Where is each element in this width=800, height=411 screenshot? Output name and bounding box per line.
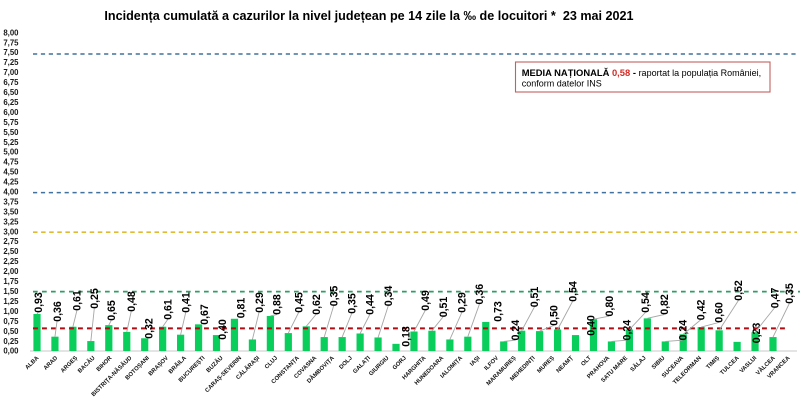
- svg-text:3,25: 3,25: [3, 217, 19, 226]
- svg-text:0,81: 0,81: [236, 298, 248, 319]
- svg-text:0,40: 0,40: [217, 319, 229, 340]
- svg-text:0,54: 0,54: [640, 292, 652, 313]
- svg-text:0,60: 0,60: [714, 302, 726, 323]
- svg-text:0,48: 0,48: [126, 291, 138, 312]
- svg-text:0,24: 0,24: [510, 320, 522, 341]
- svg-text:3,50: 3,50: [3, 207, 19, 216]
- svg-text:0,51: 0,51: [438, 297, 450, 318]
- svg-text:7,25: 7,25: [3, 58, 19, 67]
- svg-text:2,50: 2,50: [3, 247, 19, 256]
- svg-text:2,25: 2,25: [3, 257, 19, 266]
- svg-text:0,54: 0,54: [567, 281, 579, 302]
- svg-text:0,50: 0,50: [3, 327, 19, 336]
- svg-text:0,23: 0,23: [751, 323, 763, 344]
- svg-text:1,00: 1,00: [3, 307, 19, 316]
- svg-text:0,49: 0,49: [420, 290, 432, 311]
- svg-text:0,88: 0,88: [272, 294, 284, 315]
- svg-text:0,62: 0,62: [311, 294, 323, 315]
- svg-text:0,36: 0,36: [52, 301, 64, 322]
- svg-text:6,50: 6,50: [3, 88, 19, 97]
- svg-text:0,35: 0,35: [784, 283, 796, 304]
- svg-text:0,00: 0,00: [3, 347, 19, 356]
- svg-text:4,00: 4,00: [3, 188, 19, 197]
- svg-text:7,50: 7,50: [3, 48, 19, 57]
- svg-text:0,75: 0,75: [3, 317, 19, 326]
- svg-text:0,65: 0,65: [106, 300, 118, 321]
- svg-text:0,61: 0,61: [163, 299, 175, 320]
- svg-text:1,25: 1,25: [3, 297, 19, 306]
- svg-text:0,42: 0,42: [696, 299, 708, 320]
- svg-text:0,35: 0,35: [347, 293, 359, 314]
- svg-text:0,82: 0,82: [659, 294, 671, 315]
- svg-text:0,25: 0,25: [89, 288, 101, 309]
- svg-text:0,80: 0,80: [604, 296, 616, 317]
- svg-text:4,50: 4,50: [3, 168, 19, 177]
- svg-text:4,25: 4,25: [3, 178, 19, 187]
- svg-text:Incidența cumulată a cazurilor: Incidența cumulată a cazurilor la nivel …: [104, 9, 633, 23]
- svg-text:2,00: 2,00: [3, 267, 19, 276]
- svg-text:0,24: 0,24: [622, 320, 634, 341]
- svg-text:0,51: 0,51: [529, 287, 541, 308]
- svg-text:5,75: 5,75: [3, 118, 19, 127]
- svg-text:0,25: 0,25: [3, 337, 19, 346]
- svg-text:5,25: 5,25: [3, 138, 19, 147]
- svg-text:0,29: 0,29: [457, 292, 469, 313]
- svg-text:conform datelor INS: conform datelor INS: [522, 79, 602, 89]
- svg-text:0,73: 0,73: [493, 301, 505, 322]
- svg-text:MEDIA NAȚIONALĂ 0,58 - raport: MEDIA NAȚIONALĂ 0,58 - raportat la popul…: [522, 67, 761, 78]
- svg-text:0,47: 0,47: [769, 287, 781, 308]
- svg-text:0,52: 0,52: [733, 280, 745, 301]
- svg-text:4,75: 4,75: [3, 158, 19, 167]
- svg-text:5,50: 5,50: [3, 128, 19, 137]
- svg-text:3,00: 3,00: [3, 227, 19, 236]
- svg-text:5,00: 5,00: [3, 148, 19, 157]
- svg-text:0,41: 0,41: [181, 292, 193, 313]
- svg-text:0,40: 0,40: [585, 315, 597, 336]
- svg-text:6,25: 6,25: [3, 98, 19, 107]
- svg-text:0,32: 0,32: [143, 318, 155, 339]
- svg-text:7,00: 7,00: [3, 68, 19, 77]
- svg-text:0,45: 0,45: [293, 292, 305, 313]
- svg-text:6,00: 6,00: [3, 108, 19, 117]
- svg-text:0,24: 0,24: [678, 320, 690, 341]
- svg-text:0,50: 0,50: [548, 305, 560, 326]
- svg-text:0,44: 0,44: [365, 294, 377, 315]
- svg-text:6,75: 6,75: [3, 78, 19, 87]
- svg-text:0,29: 0,29: [254, 292, 266, 313]
- svg-text:3,75: 3,75: [3, 197, 19, 206]
- svg-text:0,67: 0,67: [199, 304, 211, 325]
- svg-text:0,93: 0,93: [33, 292, 45, 313]
- svg-text:0,61: 0,61: [72, 290, 84, 311]
- svg-text:0,36: 0,36: [474, 284, 486, 305]
- svg-text:7,75: 7,75: [3, 38, 19, 47]
- svg-text:8,00: 8,00: [3, 28, 19, 37]
- svg-text:0,35: 0,35: [328, 286, 340, 307]
- svg-text:0,34: 0,34: [383, 286, 395, 307]
- svg-text:1,50: 1,50: [3, 287, 19, 296]
- svg-text:1,75: 1,75: [3, 277, 19, 286]
- svg-text:2,75: 2,75: [3, 237, 19, 246]
- svg-text:0,18: 0,18: [401, 326, 413, 347]
